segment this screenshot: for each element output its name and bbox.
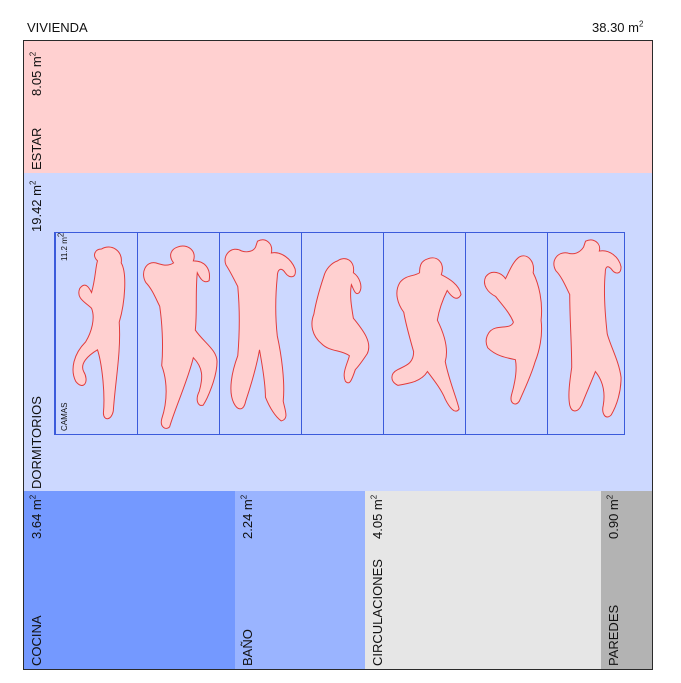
sleeping-figure-icon [553, 239, 622, 418]
estar-label: ESTAR [29, 127, 44, 170]
dormitorios-label: DORMITORIOS [29, 396, 44, 489]
sleeping-figure-icon [391, 257, 462, 412]
camas-block: 11.2 m2 CAMAS [54, 232, 625, 435]
sleeping-figure-icon [484, 255, 543, 405]
sleeping-figure-icon [143, 245, 218, 429]
zone-circulaciones: 4.05 m2 CIRCULACIONES [365, 491, 601, 669]
bano-area: 2.24 m2 [239, 494, 255, 539]
zone-paredes: 0.90 m2 PAREDES [601, 491, 652, 669]
zone-bano: 2.24 m2 BAÑO [235, 491, 365, 669]
cocina-label: COCINA [29, 615, 44, 666]
housing-area-diagram: 8.05 m2 ESTAR 19.42 m2 DORMITORIOS 11.2 … [23, 40, 653, 670]
bed-5 [383, 233, 465, 434]
zone-estar: 8.05 m2 ESTAR [24, 41, 652, 173]
bed-2 [137, 233, 219, 434]
bed-4 [301, 233, 383, 434]
vivienda-title: VIVIENDA [27, 20, 88, 35]
zone-cocina: 3.64 m2 COCINA [24, 491, 235, 669]
sleeping-figure-icon [72, 246, 126, 420]
dormitorios-area: 19.42 m2 [28, 180, 44, 232]
sleeping-figure-icon [311, 258, 370, 384]
bed-3 [219, 233, 301, 434]
circulaciones-label: CIRCULACIONES [370, 559, 385, 666]
sleeping-figure-icon [224, 239, 296, 422]
paredes-label: PAREDES [606, 604, 621, 666]
paredes-area: 0.90 m2 [605, 494, 621, 539]
vivienda-total-area: 38.30 m2 [592, 19, 644, 35]
bed-6 [465, 233, 547, 434]
bano-label: BAÑO [240, 629, 255, 666]
bed-1 [55, 233, 137, 434]
estar-area: 8.05 m2 [28, 51, 44, 96]
bed-7 [547, 233, 626, 434]
cocina-area: 3.64 m2 [28, 494, 44, 539]
circulaciones-area: 4.05 m2 [369, 494, 385, 539]
